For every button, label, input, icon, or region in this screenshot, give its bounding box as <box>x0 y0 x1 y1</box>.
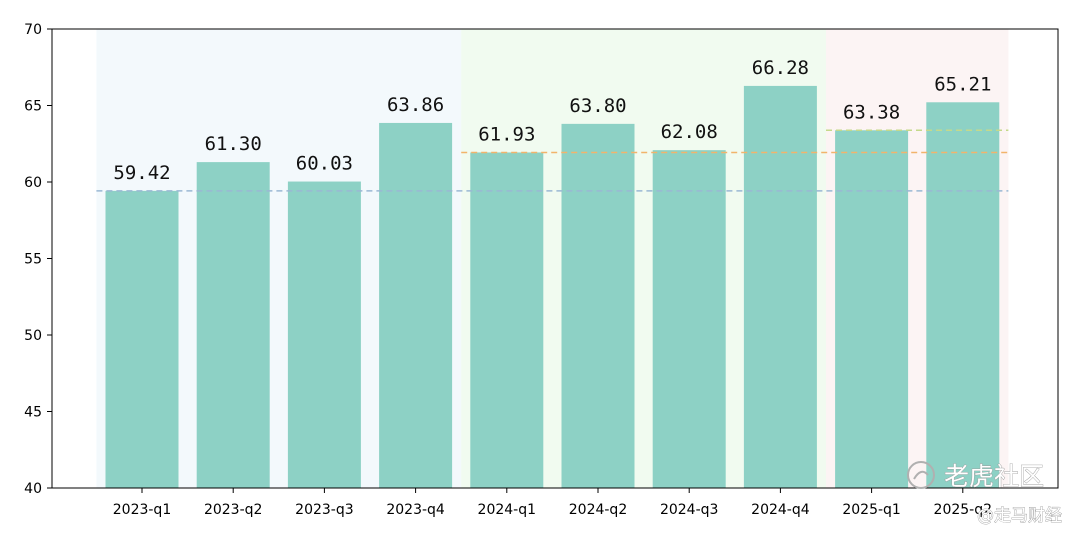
x-axis: 2023-q1 2023-q2 2023-q3 2023-q4 2024-q1 2024-… <box>113 488 992 518</box>
x-tick-label-2025-q1: 2025-q1 <box>842 502 900 518</box>
x-tick-label-2024-q2: 2024-q2 <box>569 502 627 518</box>
data-labels: 59.42 61.30 60.03 63.86 61.93 63.80 62.08 66.28… <box>113 57 991 184</box>
data-label-2023-q3: 60.03 <box>296 153 353 175</box>
data-label-2024-q4: 66.28 <box>752 57 809 79</box>
bar-2025-q1 <box>835 130 909 488</box>
bar-2023-q2 <box>196 162 270 489</box>
watermark: 老虎社区 @走马财经 <box>907 461 1062 526</box>
bars <box>105 85 1000 489</box>
data-label-2024-q1: 61.93 <box>478 123 535 145</box>
watermark-text-2: @走马财经 <box>977 506 1062 526</box>
bar-2025-q2 <box>926 102 1000 489</box>
bar-2023-q3 <box>287 181 361 488</box>
y-tick-label-40: 40 <box>24 481 42 497</box>
y-tick-label-60: 60 <box>24 175 42 191</box>
x-tick-label-2023-q1: 2023-q1 <box>113 502 171 518</box>
reference-lines <box>96 129 1009 192</box>
bar-2024-q2 <box>561 123 635 489</box>
data-label-2024-q2: 63.80 <box>569 95 626 117</box>
x-tick-label-2025-q2: 2025-q2 <box>934 502 992 518</box>
y-tick-label-45: 45 <box>24 405 42 421</box>
data-label-2023-q1: 59.42 <box>113 162 170 184</box>
x-tick-label-2023-q2: 2023-q2 <box>204 502 262 518</box>
y-tick-label-70: 70 <box>24 22 42 38</box>
y-tick-label-50: 50 <box>24 328 42 344</box>
data-label-2023-q2: 61.30 <box>205 133 262 155</box>
x-tick-label-2023-q4: 2023-q4 <box>386 502 445 518</box>
bar-2023-q1 <box>105 190 179 488</box>
y-tick-label-65: 65 <box>24 99 42 115</box>
watermark-text-1: 老虎社区 <box>944 462 1044 491</box>
bar-2024-q1 <box>470 152 544 488</box>
x-tick-label-2024-q3: 2024-q3 <box>660 502 718 518</box>
data-label-2025-q1: 63.38 <box>843 101 900 123</box>
bar-2023-q4 <box>379 122 453 488</box>
x-tick-label-2023-q3: 2023-q3 <box>295 502 353 518</box>
bar-2024-q4 <box>743 85 817 488</box>
x-tick-label-2024-q4: 2024-q4 <box>751 502 810 518</box>
watermark-logo-mark <box>913 470 929 480</box>
data-label-2025-q2: 65.21 <box>934 73 991 95</box>
data-label-2023-q4: 63.86 <box>387 94 444 116</box>
y-axis: 40 45 50 55 60 65 70 <box>24 22 52 497</box>
y-tick-label-55: 55 <box>24 252 42 268</box>
watermark-logo-icon <box>907 461 935 489</box>
data-label-2024-q3: 62.08 <box>661 121 718 143</box>
x-tick-label-2024-q1: 2024-q1 <box>478 502 536 518</box>
bar-2024-q3 <box>652 150 726 488</box>
